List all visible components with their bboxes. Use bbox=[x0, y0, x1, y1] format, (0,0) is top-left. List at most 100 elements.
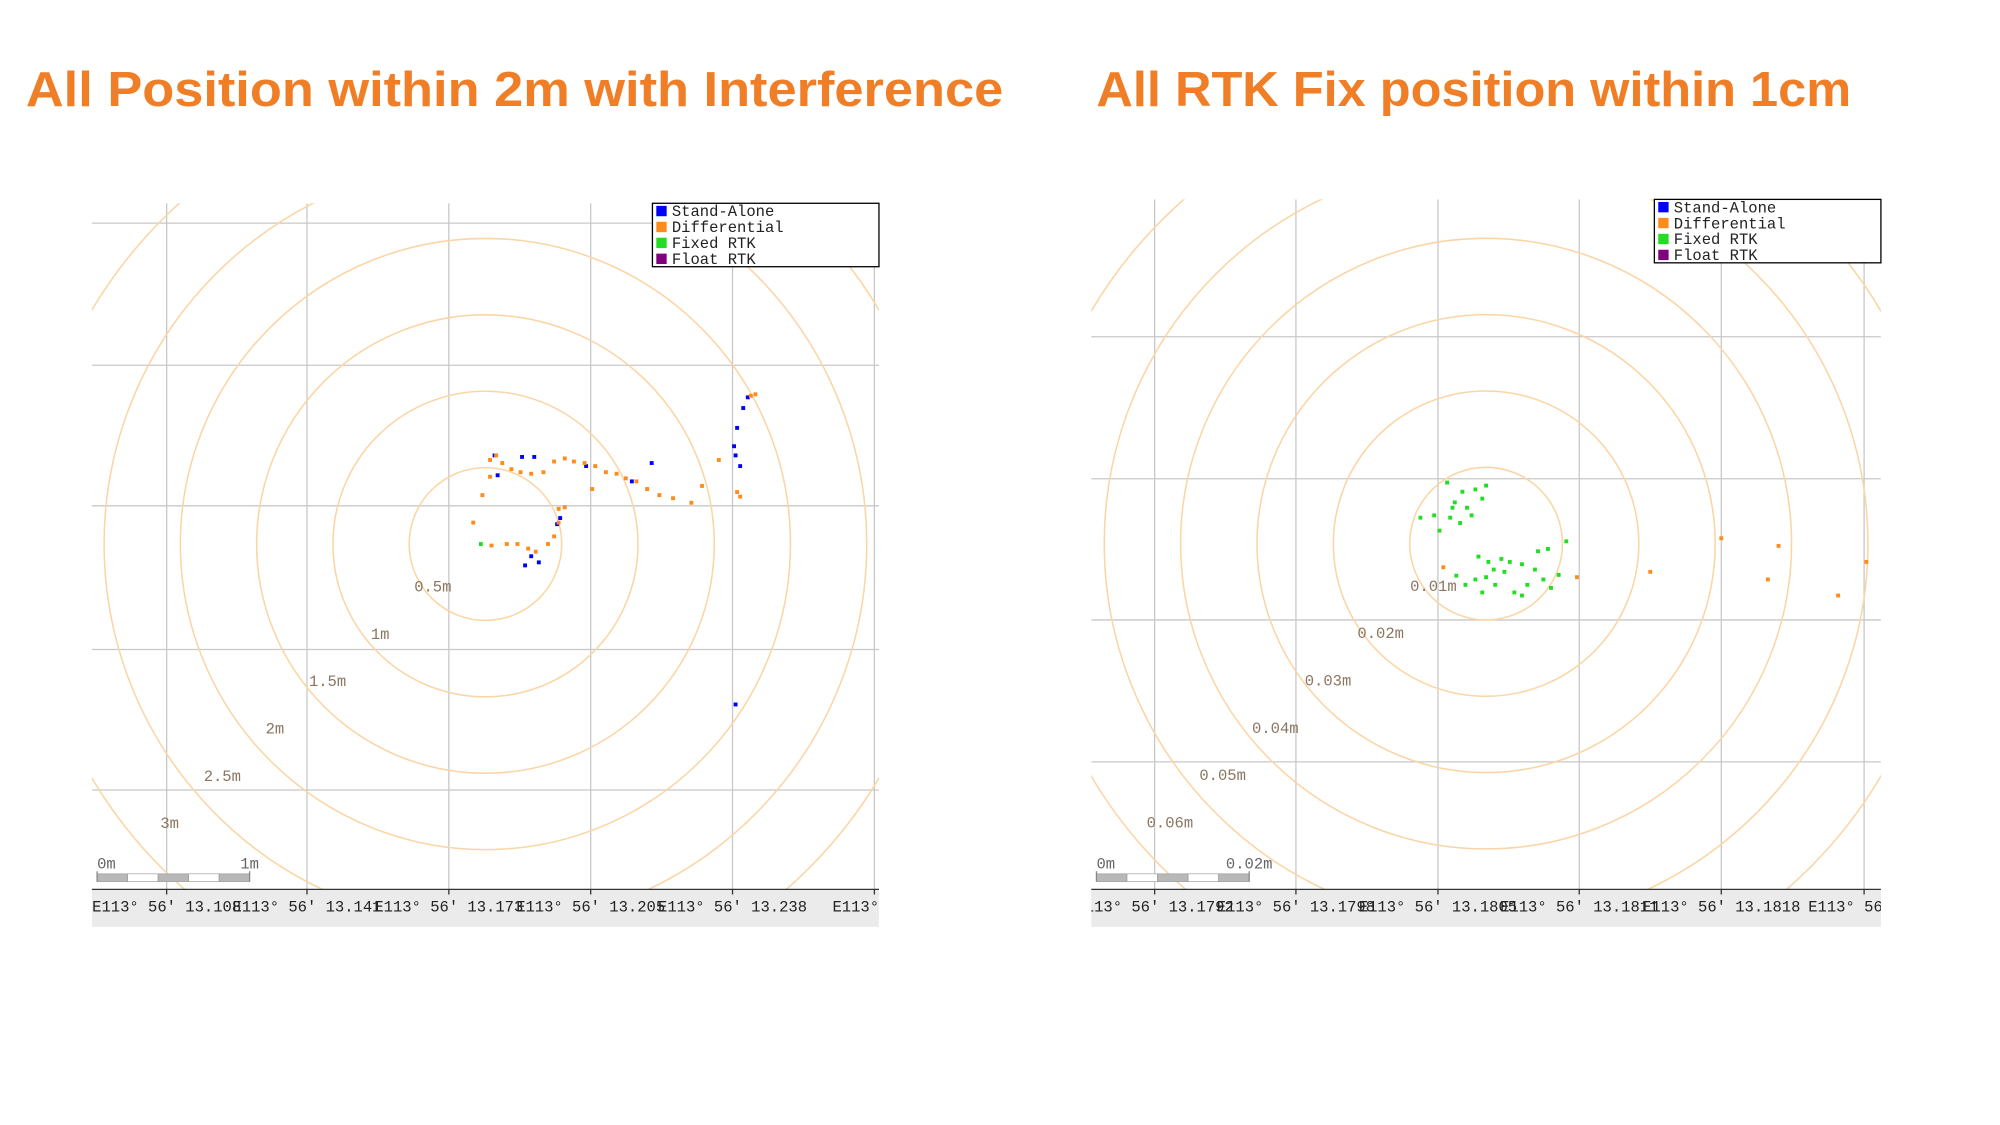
range-ring bbox=[1332, 390, 1640, 698]
scale-bar-segment bbox=[127, 873, 159, 882]
data-point bbox=[716, 458, 721, 462]
legend-swatch bbox=[1658, 233, 1669, 245]
legend-swatch bbox=[656, 237, 667, 249]
data-point bbox=[489, 543, 494, 548]
data-point bbox=[1564, 539, 1569, 544]
data-point bbox=[732, 444, 737, 449]
range-ring bbox=[408, 466, 563, 622]
data-point bbox=[634, 479, 639, 484]
data-point bbox=[623, 476, 628, 481]
x-tick-label: E113° 56' 13.141 bbox=[232, 898, 381, 916]
data-point bbox=[532, 454, 537, 459]
data-point bbox=[556, 506, 561, 511]
ring-label: 0.04m bbox=[1252, 720, 1299, 738]
data-point bbox=[1484, 483, 1489, 488]
x-tick-label: E113° 56' 13.1805 bbox=[1359, 898, 1517, 916]
data-point bbox=[1499, 556, 1504, 561]
x-tick-label: E113° 56' 13.1792 bbox=[1075, 898, 1233, 916]
plot-background bbox=[1091, 199, 1881, 890]
ring-label: 2.5m bbox=[204, 768, 241, 786]
data-point bbox=[1533, 567, 1537, 572]
range-ring bbox=[1179, 237, 1793, 850]
legend-label: Stand-Alone bbox=[1674, 199, 1776, 217]
legend-swatch bbox=[1658, 249, 1669, 261]
ring-label: 0.5m bbox=[414, 578, 451, 596]
chart-title: All RTK Fix position within 1cm bbox=[1096, 62, 1851, 117]
legend-label: Float RTK bbox=[672, 251, 756, 269]
data-point bbox=[1454, 573, 1459, 578]
range-ring bbox=[1408, 466, 1564, 621]
scale-bar-label: 0m bbox=[97, 856, 116, 874]
legend-swatch bbox=[656, 205, 667, 217]
data-point bbox=[471, 520, 476, 525]
data-point bbox=[1458, 521, 1463, 525]
data-point bbox=[541, 470, 546, 475]
data-point bbox=[1432, 513, 1437, 518]
legend-swatch bbox=[656, 221, 667, 233]
data-point bbox=[562, 505, 567, 510]
ring-label: 0.06m bbox=[1147, 815, 1194, 833]
data-point bbox=[1512, 590, 1517, 595]
data-point bbox=[1450, 505, 1455, 510]
scale-bar-segment bbox=[218, 873, 250, 882]
data-point bbox=[1864, 559, 1869, 564]
data-point bbox=[735, 425, 740, 430]
chart-title: All Position within 2m with Interference bbox=[26, 62, 1003, 117]
data-point bbox=[504, 542, 509, 546]
data-point bbox=[689, 500, 694, 505]
data-point bbox=[1473, 577, 1478, 582]
range-ring bbox=[255, 314, 716, 775]
data-point bbox=[735, 490, 740, 495]
data-point bbox=[1546, 547, 1550, 551]
scale-bar-label: 1m bbox=[240, 856, 259, 874]
legend-swatch bbox=[656, 253, 667, 264]
data-point bbox=[488, 458, 492, 462]
x-tick-label: E113° 56' 13.238 bbox=[658, 898, 807, 916]
legend-swatch bbox=[1658, 217, 1669, 229]
data-point bbox=[1541, 577, 1546, 582]
plot-background bbox=[91, 203, 879, 890]
data-point bbox=[614, 471, 619, 476]
data-point bbox=[738, 494, 743, 499]
data-point bbox=[556, 520, 561, 525]
legend-box bbox=[651, 202, 880, 268]
data-point bbox=[590, 487, 595, 491]
data-point bbox=[562, 456, 567, 461]
data-point bbox=[571, 459, 576, 464]
data-point bbox=[552, 534, 557, 539]
data-point bbox=[1418, 515, 1423, 520]
data-point bbox=[1765, 577, 1770, 582]
scale-bar-segment bbox=[1157, 873, 1189, 882]
data-point bbox=[745, 395, 750, 400]
data-point bbox=[629, 479, 634, 484]
scale-bar-segment bbox=[96, 873, 128, 882]
scale-bar-segment bbox=[1187, 873, 1219, 882]
data-point bbox=[1480, 590, 1485, 595]
scale-bar-segment bbox=[157, 873, 189, 882]
data-point bbox=[645, 487, 650, 491]
legend-swatch bbox=[1658, 201, 1669, 213]
data-point bbox=[529, 471, 534, 476]
data-point bbox=[1719, 536, 1724, 541]
plot-area: 0.5m 1m 1.5m 2m 2.5m 3m bbox=[91, 203, 879, 890]
data-point bbox=[733, 453, 738, 458]
data-point bbox=[748, 393, 753, 398]
data-point bbox=[738, 464, 743, 469]
range-ring bbox=[332, 390, 639, 698]
data-point bbox=[1476, 554, 1481, 559]
data-point bbox=[1437, 528, 1442, 533]
axis-band bbox=[91, 889, 879, 927]
data-point bbox=[657, 493, 662, 498]
data-point bbox=[1463, 582, 1468, 587]
data-point bbox=[500, 461, 505, 465]
ring-label: 0.01m bbox=[1410, 578, 1457, 596]
data-point bbox=[526, 546, 531, 551]
x-tick-label: E113° 56' 13.205 bbox=[516, 898, 665, 916]
data-point bbox=[529, 554, 534, 559]
data-point bbox=[488, 474, 492, 479]
data-point bbox=[1486, 559, 1491, 564]
data-point bbox=[1520, 562, 1524, 567]
data-point bbox=[520, 454, 524, 459]
